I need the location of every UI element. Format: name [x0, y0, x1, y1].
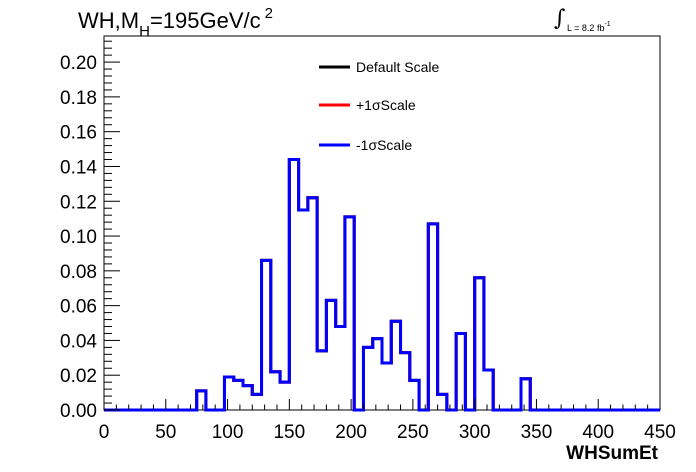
plot-frame — [103, 35, 661, 411]
y-tick-label: 0.14 — [60, 157, 97, 178]
title-rest: =195GeV/c — [149, 8, 261, 33]
y-tick-label: 0.16 — [60, 123, 97, 144]
plot-title: WH,MH=195GeV/c 2 — [78, 5, 273, 40]
y-tick-label: 0.06 — [60, 297, 97, 318]
y-tick-label: 0.08 — [60, 262, 97, 283]
series-line-2 — [104, 158, 660, 412]
legend-label-0: Default Scale — [356, 59, 439, 75]
x-tick-label: 0 — [99, 422, 110, 443]
luminosity-text: L = 8.2 fb — [567, 23, 605, 33]
y-tick-label: 0.20 — [60, 53, 97, 74]
plot-border — [103, 35, 661, 411]
x-tick-label: 100 — [212, 422, 244, 443]
legend: Default Scale +1σScale -1σScale — [319, 59, 439, 153]
x-axis: 0 50 100 150 200 250 300 350 400 450 — [99, 399, 676, 443]
title-subscript: H — [139, 23, 150, 40]
integral-symbol: ∫ — [554, 6, 566, 31]
x-tick-label: 200 — [335, 422, 367, 443]
x-tick-label: 350 — [521, 422, 553, 443]
legend-label-1: +1σScale — [356, 97, 416, 113]
x-tick-label: 300 — [459, 422, 491, 443]
series-line-1 — [104, 158, 660, 412]
x-tick-label: 400 — [582, 422, 614, 443]
y-axis: 0.00 0.02 0.04 0.06 0.08 0.10 0.12 0.14 0.16 0.18… — [60, 40, 120, 422]
y-tick-label: 0.10 — [60, 227, 97, 248]
y-tick-label: 0.18 — [60, 88, 97, 109]
x-axis-label: WHSumEt — [566, 443, 659, 464]
luminosity-superscript: -1 — [604, 21, 611, 28]
y-tick-label: 0.12 — [60, 192, 97, 213]
y-tick-label: 0.04 — [60, 331, 97, 352]
legend-label-2: -1σScale — [356, 137, 412, 153]
x-tick-label: 250 — [397, 422, 429, 443]
series-layer — [104, 158, 660, 412]
y-tick-label: 0.02 — [60, 366, 97, 387]
x-tick-label: 150 — [273, 422, 305, 443]
title-main: WH,M — [78, 8, 140, 33]
title-superscript: 2 — [264, 5, 273, 22]
x-tick-label: 50 — [155, 422, 176, 443]
x-tick-label: 450 — [644, 422, 676, 443]
series-line-0 — [104, 158, 660, 412]
y-tick-label: 0.00 — [60, 401, 97, 422]
